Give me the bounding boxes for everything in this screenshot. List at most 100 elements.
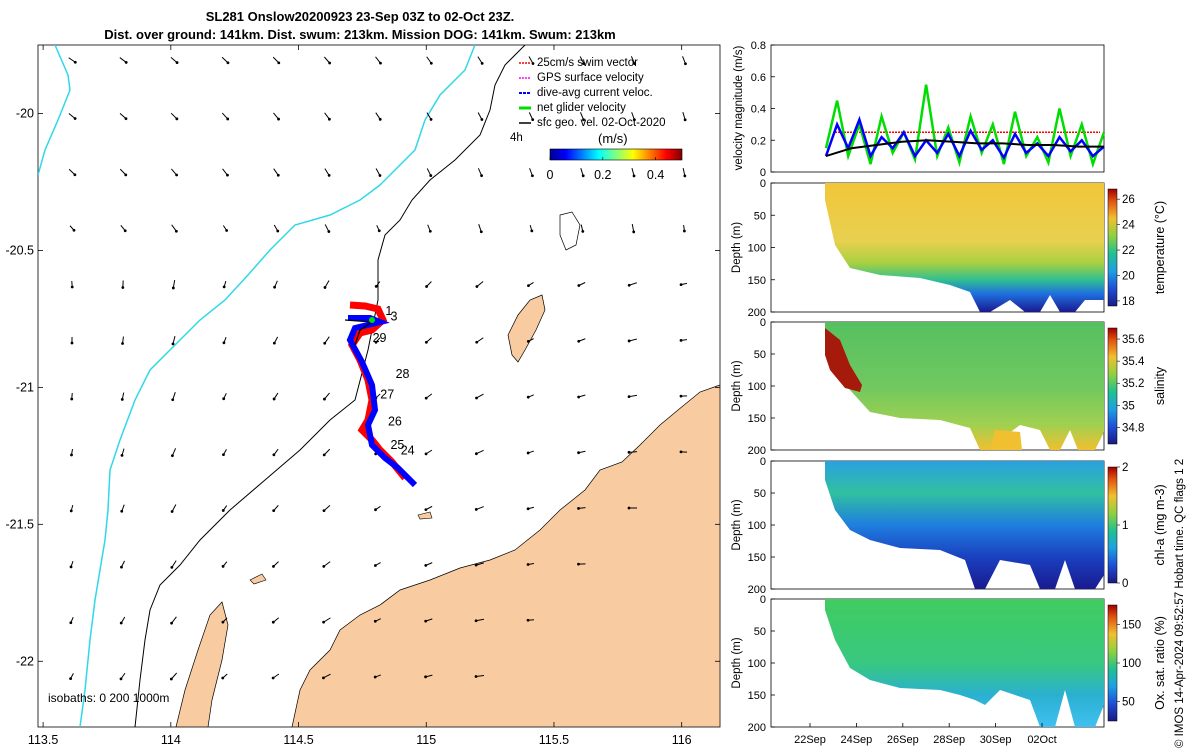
vector-arrow-head [379, 118, 382, 121]
colorbar-tick-label: 100 [1122, 658, 1141, 670]
chla-colorbar [1108, 467, 1117, 583]
vector-arrow-head [120, 566, 123, 569]
colorbar-tick-label: 18 [1122, 296, 1135, 308]
colorbar-tick-label: 0 [1122, 578, 1128, 590]
date-tick-label: 24Sep [840, 734, 872, 746]
map-y-tick-label: -21.5 [6, 517, 35, 531]
vector-arrow-head [225, 229, 228, 232]
vector-arrow-head [527, 340, 530, 343]
colorbar-tick-label: 35.4 [1122, 356, 1145, 368]
map-y-tick-label: -22 [16, 654, 34, 668]
depth-tick-label: 100 [748, 520, 766, 532]
vector-arrow-head [226, 174, 229, 177]
vector-arrow-head [628, 451, 631, 454]
map-x-tick-label: 116 [672, 733, 692, 747]
credit-text-wrapper: © IMOS 14-Apr-2024 09:52:57 Hobart time.… [1172, 390, 1186, 750]
colorbar-label: salinity [1153, 366, 1167, 405]
track-day-label: 29 [373, 331, 387, 345]
velocity-tick-label: 0.8 [751, 40, 766, 52]
vector-arrow-head [272, 509, 275, 512]
vector-arrow-head [323, 342, 326, 345]
vector-arrow-head [273, 286, 276, 289]
track-day-label: 3 [390, 309, 397, 323]
vector-arrow-head [222, 453, 225, 456]
depth-ylabel: Depth (m) [731, 637, 743, 688]
vector-arrow-head [222, 397, 225, 400]
map-x-tick-label: 115 [416, 733, 436, 747]
section-panels [771, 183, 1117, 727]
vector-arrow-head [120, 510, 123, 513]
vector-arrow-head [170, 566, 173, 569]
depth-tick-label: 150 [748, 275, 766, 287]
legend-net: net glider velocity [537, 102, 626, 114]
vector-arrow-head [530, 229, 533, 232]
vector-arrow-head [429, 230, 432, 233]
map-y-tick-label: -20 [16, 106, 34, 120]
colorbar-label: chl-a (mg m-3) [1153, 484, 1167, 565]
depth-tick-label: 100 [748, 381, 766, 393]
vector-arrow-head [272, 677, 275, 680]
depth-ylabel: Depth (m) [731, 499, 743, 550]
vector-arrow-head [683, 230, 686, 233]
vector-arrow-head [424, 620, 427, 623]
depth-tick-label: 50 [754, 349, 766, 361]
colorbar-tick-label: 50 [1122, 697, 1135, 709]
vector-arrow-head [322, 621, 325, 624]
vector-arrow-head [425, 285, 428, 288]
depth-tick-label: 0 [760, 178, 766, 190]
vector-arrow-head [628, 284, 631, 287]
vector-arrow-head [175, 230, 178, 233]
date-tick-label: 30Sep [980, 734, 1012, 746]
map-x-tick-label: 113.5 [28, 733, 58, 747]
vector-arrow-head [124, 173, 127, 176]
vector-arrow-head [322, 676, 325, 679]
vector-arrow-head [424, 508, 427, 511]
vector-arrow-head [272, 565, 275, 568]
vector-arrow-head [424, 564, 427, 567]
vector-arrow-head [475, 397, 478, 400]
vector-arrow-head [323, 398, 326, 401]
vector-arrow-head [527, 619, 530, 622]
vector-arrow-head [424, 675, 427, 678]
vector-arrow-head [680, 395, 683, 398]
vector-arrow-head [680, 450, 683, 453]
vector-arrow-head [328, 62, 331, 65]
vector-arrow-head [425, 452, 428, 455]
vector-arrow-head [125, 61, 128, 64]
oxygen-colorbar [1108, 605, 1117, 721]
colorbar-label: (m/s) [598, 131, 628, 146]
track-day-label: 28 [396, 367, 410, 381]
colorbar [550, 149, 682, 160]
vector-arrow-head [532, 62, 535, 65]
depth-tick-label: 150 [748, 413, 766, 425]
vector-arrow-head [577, 563, 580, 566]
vector-arrow-head [323, 509, 326, 512]
depth-tick-label: 150 [748, 690, 766, 702]
vector-arrow-head [527, 507, 530, 510]
vector-arrow-head [73, 173, 76, 176]
vector-arrow-head [170, 678, 173, 681]
vector-arrow-head [272, 453, 275, 456]
temperature-colorbar [1108, 189, 1117, 306]
vector-arrow-head [684, 118, 687, 121]
vector-arrow-head [577, 340, 580, 343]
date-tick-label: 28Sep [933, 734, 965, 746]
vector-arrow-head [531, 174, 534, 177]
vector-arrow-head [70, 398, 73, 401]
track-day-label: 27 [380, 387, 394, 401]
vector-arrow-head [527, 563, 530, 566]
vector-arrow-head [69, 677, 72, 680]
vector-arrow-head [121, 398, 124, 401]
vector-arrow-head [374, 508, 377, 511]
colorbar-tick-label: 0 [547, 168, 554, 182]
vector-arrow-head [577, 507, 580, 510]
chla-panel [771, 461, 1117, 589]
vector-arrow-head [374, 620, 377, 623]
vector-arrow-head [71, 342, 74, 345]
depth-ylabel: Depth (m) [731, 360, 743, 411]
vector-arrow-head [633, 174, 636, 177]
vector-arrow-head [480, 230, 483, 233]
date-tick-label: 02Oct [1027, 734, 1056, 746]
